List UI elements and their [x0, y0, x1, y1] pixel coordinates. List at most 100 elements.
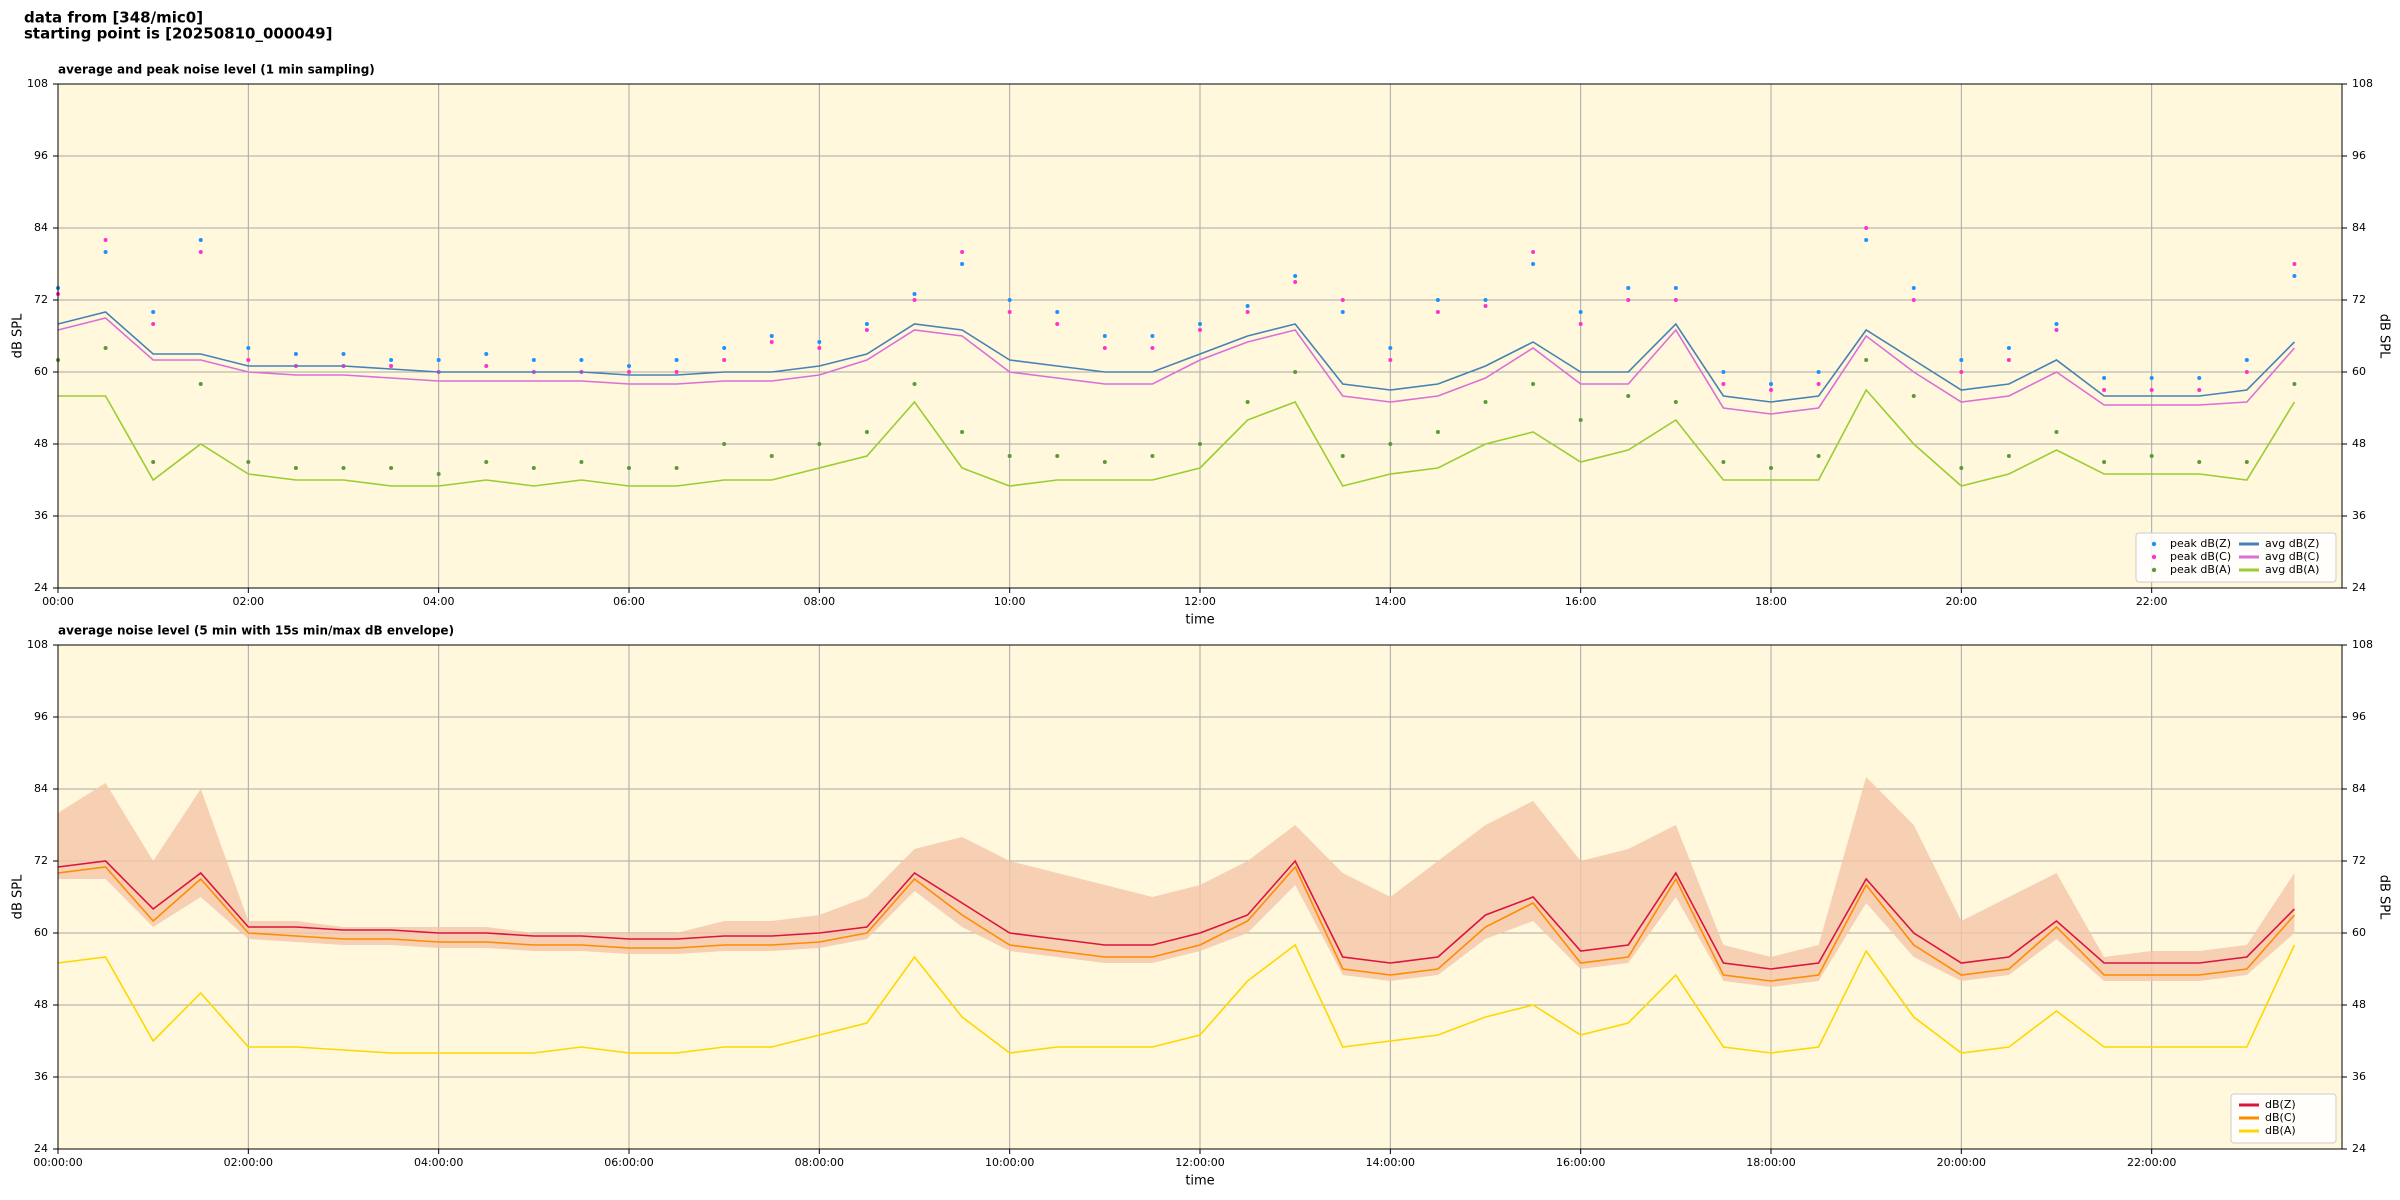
peak-point — [1911, 394, 1916, 398]
legend-label: dB(C) — [2265, 1111, 2296, 1124]
legend-label: avg dB(C) — [2265, 550, 2320, 563]
peak-point — [389, 358, 394, 362]
peak-point — [1959, 370, 1964, 374]
peak-point — [1626, 394, 1631, 398]
x-tick-label: 10:00 — [994, 595, 1026, 608]
legend-label: avg dB(Z) — [2265, 537, 2319, 550]
legend-swatch — [2151, 541, 2157, 547]
peak-point — [2006, 358, 2011, 362]
x-tick-label: 06:00:00 — [604, 1156, 653, 1169]
peak-point — [1626, 286, 1631, 290]
peak-point — [1198, 328, 1202, 332]
y-tick-label: 60 — [34, 365, 48, 378]
x-tick-label: 08:00:00 — [795, 1156, 844, 1169]
peak-point — [1578, 310, 1583, 314]
legend-swatch — [2151, 554, 2157, 560]
y-tick-label: 60 — [2352, 365, 2366, 378]
peak-point — [627, 466, 631, 470]
peak-point — [1673, 400, 1678, 404]
x-tick-label: 16:00:00 — [1556, 1156, 1605, 1169]
peak-point — [674, 358, 679, 362]
peak-point — [1388, 346, 1393, 350]
peak-point — [246, 346, 251, 350]
peak-point — [2149, 454, 2154, 458]
legend-label: peak dB(Z) — [2170, 537, 2231, 550]
peak-point — [1150, 346, 1155, 350]
peak-point — [817, 442, 822, 446]
x-tick-label: 02:00 — [232, 595, 264, 608]
peak-point — [1864, 238, 1869, 242]
peak-point — [1340, 310, 1345, 314]
peak-point — [1721, 370, 1726, 374]
peak-point — [1150, 454, 1155, 458]
peak-point — [1055, 322, 1060, 326]
y-tick-label: 72 — [34, 293, 48, 306]
peak-point — [531, 466, 536, 470]
peak-point — [2054, 328, 2059, 332]
peak-point — [2006, 454, 2011, 458]
y-tick-label: 48 — [2352, 998, 2366, 1011]
peak-point — [151, 322, 156, 326]
series-line — [57, 317, 2296, 415]
y-tick-label: 24 — [2352, 581, 2366, 594]
peak-point — [1816, 454, 1821, 458]
peak-point — [579, 358, 584, 362]
y-tick-label: 108 — [2352, 638, 2373, 651]
peak-point — [722, 442, 727, 446]
x-tick-label: 00:00 — [42, 595, 74, 608]
peak-point — [103, 346, 108, 350]
peak-point — [1388, 442, 1393, 446]
peak-point — [1721, 460, 1726, 464]
x-tick-label: 14:00 — [1374, 595, 1406, 608]
peak-point — [1911, 298, 1916, 302]
plot-frame — [57, 83, 2343, 589]
y-tick-label: 24 — [34, 1142, 48, 1155]
peak-point — [1816, 382, 1821, 386]
y-tick-label: 84 — [34, 782, 48, 795]
peak-point — [1531, 250, 1536, 254]
peak-point — [2244, 460, 2249, 464]
peak-point — [1055, 310, 1060, 314]
y-tick-label: 24 — [34, 581, 48, 594]
y-tick-label: 84 — [2352, 782, 2366, 795]
legend-label: avg dB(A) — [2265, 563, 2319, 576]
peak-point — [2292, 262, 2297, 266]
header-line: starting point is [20250810_000049] — [24, 25, 332, 43]
y-tick-label: 96 — [34, 710, 48, 723]
peak-point — [1102, 346, 1107, 350]
peak-point — [912, 292, 917, 296]
peak-point — [722, 346, 727, 350]
peak-point — [1531, 382, 1536, 386]
y-tick-label: 84 — [34, 221, 48, 234]
y-tick-label: 36 — [34, 509, 48, 522]
peak-point — [960, 250, 965, 254]
peak-point — [1293, 274, 1298, 278]
peak-point — [531, 358, 536, 362]
peak-point — [1435, 310, 1440, 314]
chart-title: average noise level (5 min with 15s min/… — [58, 624, 454, 638]
peak-point — [579, 460, 584, 464]
peak-point — [1007, 298, 1012, 302]
peak-point — [484, 364, 489, 368]
peak-point — [2149, 376, 2154, 380]
peak-point — [151, 310, 156, 314]
y-tick-label: 108 — [27, 77, 48, 90]
y-tick-label: 48 — [2352, 437, 2366, 450]
peak-point — [1483, 400, 1488, 404]
peak-point — [389, 364, 394, 368]
peak-point — [2197, 460, 2202, 464]
peak-point — [293, 466, 298, 470]
peak-point — [2244, 358, 2249, 362]
peak-point — [769, 454, 774, 458]
peak-point — [1198, 442, 1202, 446]
peak-point — [1435, 430, 1440, 434]
y-tick-label: 72 — [2352, 293, 2366, 306]
peak-point — [341, 352, 346, 356]
peak-point — [2102, 460, 2107, 464]
peak-point — [484, 352, 489, 356]
x-tick-label: 14:00:00 — [1366, 1156, 1415, 1169]
chart-title: average and peak noise level (1 min samp… — [58, 63, 375, 77]
y-tick-label: 96 — [2352, 149, 2366, 162]
y-tick-label: 60 — [34, 926, 48, 939]
peak-point — [817, 346, 822, 350]
